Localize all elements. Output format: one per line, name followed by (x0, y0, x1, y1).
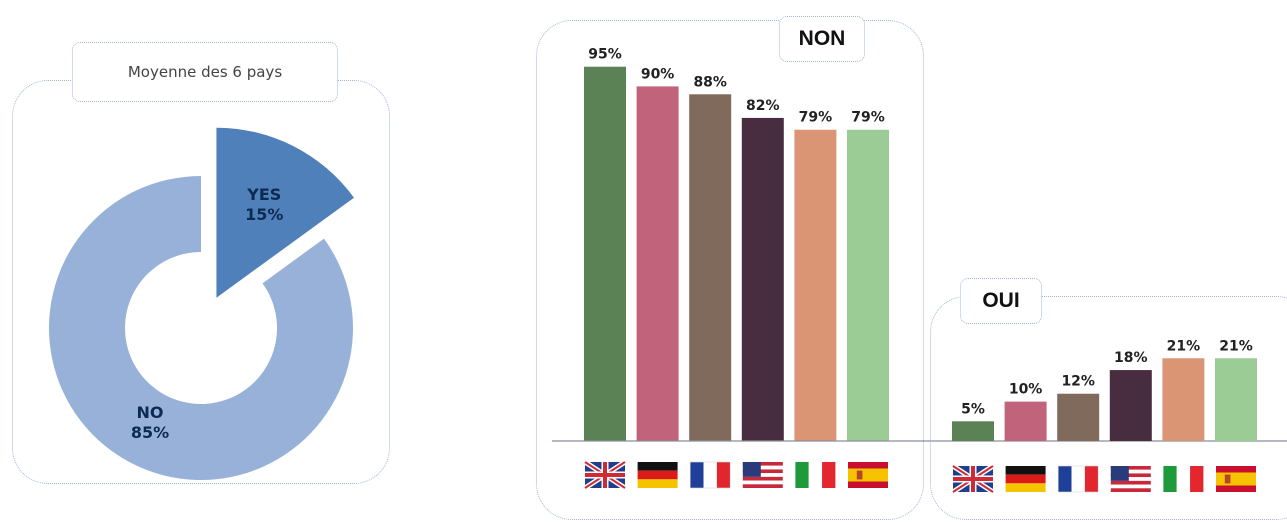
non-bar-uk (584, 66, 626, 441)
oui-bar-italy (1162, 358, 1205, 441)
oui-value-label: 21% (1167, 338, 1201, 354)
uk-flag-icon (951, 463, 995, 495)
non-bar-france (689, 94, 732, 441)
pie-label-yes: YES (246, 185, 281, 204)
non-value-label: 88% (693, 74, 727, 90)
non-bar-usa (741, 117, 784, 442)
uk-flag-icon (583, 459, 627, 491)
oui-value-label: 12% (1061, 374, 1095, 390)
france-flag-icon (1057, 465, 1099, 493)
non-title: NON (798, 27, 846, 50)
oui-value-label: 5% (961, 401, 985, 417)
non-value-label: 82% (746, 98, 780, 114)
non-bar-germany (636, 86, 679, 442)
non-panel-frame (536, 20, 924, 520)
oui-title: OUI (982, 289, 1020, 312)
non-value-label: 95% (588, 47, 622, 63)
pie-label-no: NO (137, 403, 164, 422)
oui-value-label: 21% (1219, 338, 1253, 354)
italy-flag-icon (795, 462, 836, 488)
oui-value-label: 18% (1114, 350, 1148, 366)
non-bar-italy (794, 129, 837, 442)
oui-bar-spain (1215, 358, 1257, 441)
pie-slice-no (48, 176, 353, 480)
non-value-label: 79% (851, 110, 885, 126)
germany-flag-icon (637, 462, 678, 488)
spain-flag-icon (1216, 466, 1256, 492)
flag-row (583, 459, 1256, 495)
oui-panel-frame (930, 296, 1287, 520)
non-value-label: 79% (799, 110, 833, 126)
oui-bar-france (1057, 393, 1100, 441)
oui-title-box: OUI (960, 278, 1042, 324)
france-flag-icon (689, 461, 731, 489)
oui-value-label: 10% (1009, 382, 1043, 398)
non-title-box: NON (779, 16, 865, 62)
usa-flag-icon (742, 462, 783, 488)
pie-slice-yes (216, 127, 354, 298)
non-bar-spain (847, 129, 889, 442)
pie-title-box: Moyenne des 6 pays (72, 42, 338, 102)
pie-title: Moyenne des 6 pays (127, 63, 283, 81)
italy-flag-icon (1163, 466, 1204, 492)
oui-bar-usa (1109, 370, 1152, 441)
pie-value-yes: 15% (245, 205, 283, 224)
oui-bar-chart: 5% 10% 12% 18% 21% 21% (952, 338, 1257, 441)
non-value-label: 90% (641, 66, 675, 82)
oui-bar-uk (952, 421, 994, 441)
germany-flag-icon (1005, 466, 1046, 492)
spain-flag-icon (848, 462, 888, 488)
usa-flag-icon (1110, 466, 1151, 492)
pie-value-no: 85% (131, 423, 169, 442)
non-bar-chart: 95% 90% 88% 82% 79% 79% (552, 47, 1287, 442)
oui-bar-germany (1004, 401, 1047, 441)
